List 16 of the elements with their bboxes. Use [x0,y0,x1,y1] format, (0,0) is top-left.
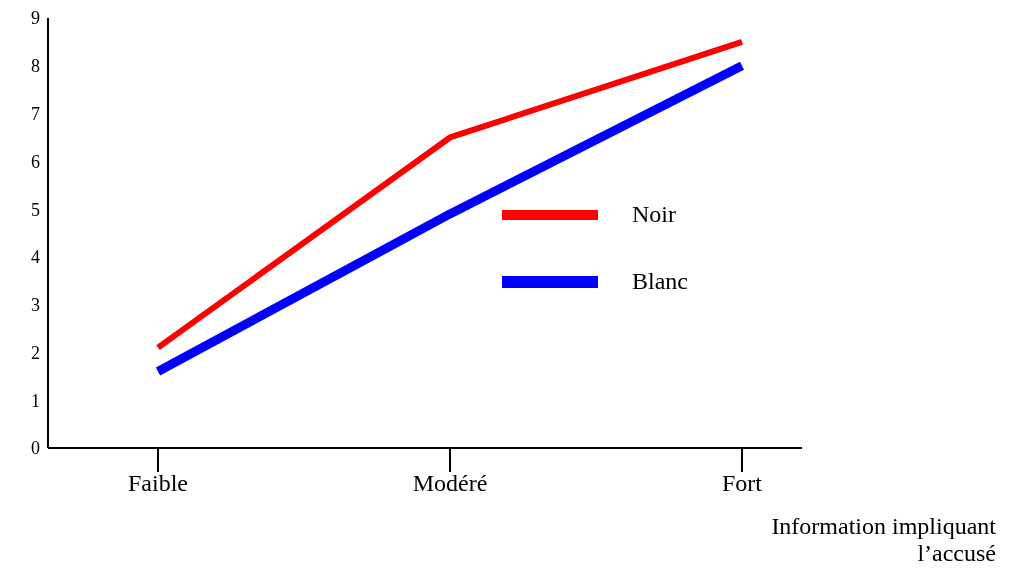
x-tick-label: Faible [128,470,188,497]
y-tick-label: 9 [31,8,40,29]
y-tick-label: 1 [31,390,40,411]
legend-label: Blanc [632,268,688,295]
y-tick-label: 4 [31,247,40,268]
y-tick-label: 2 [31,342,40,363]
y-tick-label: 8 [31,56,40,77]
y-tick-label: 5 [31,199,40,220]
y-tick-label: 7 [31,103,40,124]
x-tick-label: Fort [722,470,763,497]
y-tick-label: 0 [31,438,40,459]
y-tick-label: 6 [31,151,40,172]
x-tick-label: Modéré [412,470,488,497]
y-tick-label: 3 [31,295,40,316]
x-axis-title: Information impliquant l’accusé [770,513,996,567]
legend-label: Noir [632,201,677,228]
